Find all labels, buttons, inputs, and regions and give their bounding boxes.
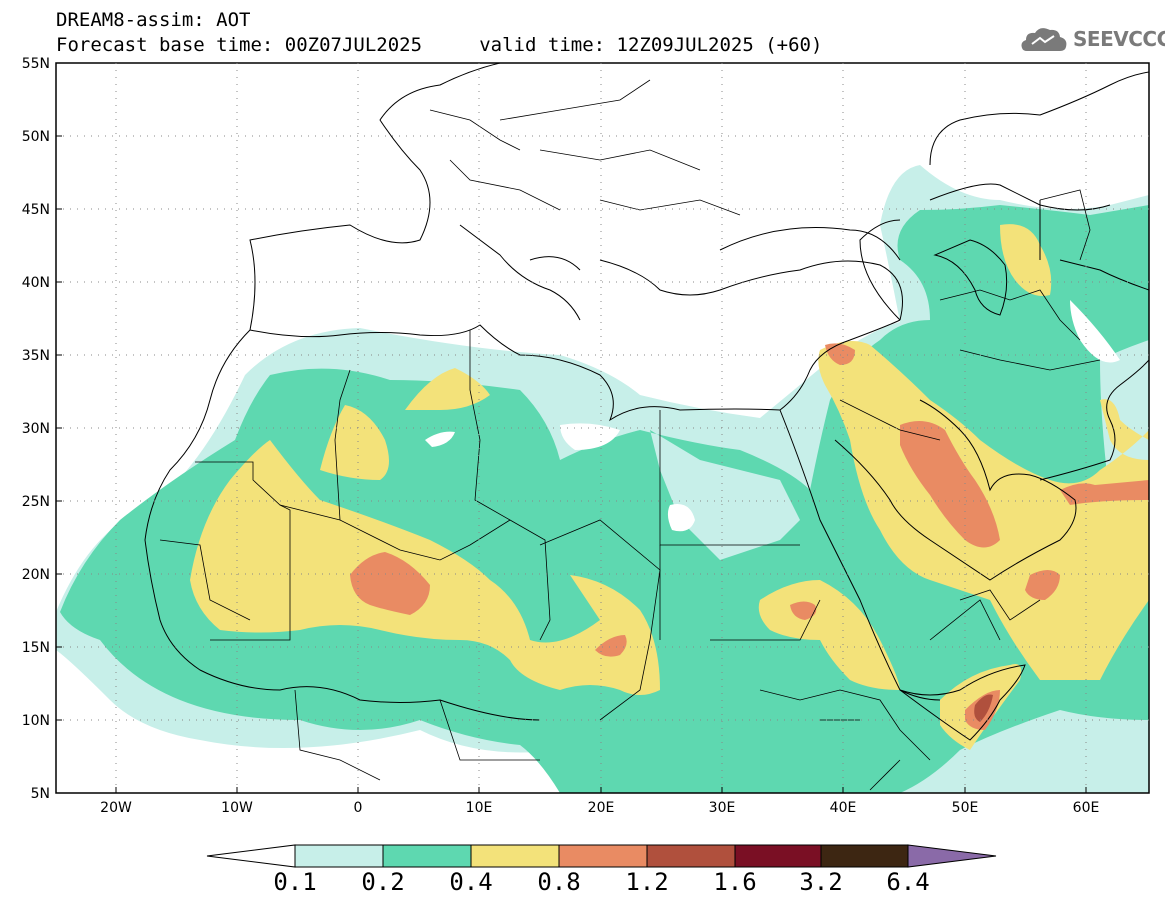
axis-ticks [56, 62, 1087, 793]
colorbar-label: 6.4 [886, 868, 930, 896]
lon-label: 10W [221, 800, 253, 816]
lon-label: 40E [830, 800, 857, 816]
lon-label: 20W [100, 800, 132, 816]
colorbar-label: 3.2 [799, 868, 843, 896]
aot-band-0.4 [190, 224, 1149, 750]
aot-field [56, 165, 1149, 793]
colorbar-swatch [734, 844, 822, 868]
lon-label: 30E [709, 800, 736, 816]
lat-labels: 55N 50N 45N 40N 35N 30N 25N 20N 15N 10N … [22, 56, 50, 802]
colorbar-swatch [646, 844, 736, 868]
lat-label: 10N [22, 713, 50, 729]
lat-label: 5N [31, 786, 50, 802]
colorbar-swatch [470, 844, 560, 868]
lat-label: 45N [22, 202, 50, 218]
lat-label: 30N [22, 421, 50, 437]
colorbar [206, 844, 997, 868]
lat-label: 40N [22, 275, 50, 291]
lon-label: 20E [588, 800, 615, 816]
coastlines [144, 63, 1149, 741]
colorbar-swatch [294, 844, 384, 868]
lat-label: 25N [22, 494, 50, 510]
colorbar-label: 0.1 [273, 868, 317, 896]
colorbar-label: 1.2 [625, 868, 669, 896]
colorbar-label: 0.8 [537, 868, 581, 896]
lat-label: 50N [22, 129, 50, 145]
lon-label: 10E [466, 800, 493, 816]
logo-text: SEEVCCC [1073, 27, 1165, 51]
aot-band-0.8 [350, 343, 1149, 730]
lon-label: 60E [1073, 800, 1100, 816]
colorbar-swatch [820, 844, 909, 868]
lat-label: 35N [22, 348, 50, 364]
lat-label: 55N [22, 56, 50, 72]
graticule [56, 63, 1149, 793]
colorbar-swatch [558, 844, 648, 868]
colorbar-over-arrow [907, 844, 997, 868]
map-title: DREAM8-assim: AOT [56, 9, 251, 31]
colorbar-under-arrow [206, 844, 296, 868]
country-borders [159, 79, 1101, 791]
lat-label: 15N [22, 640, 50, 656]
aot-band-1.2 [974, 694, 993, 722]
lon-label: 0 [354, 800, 363, 816]
colorbar-swatch [382, 844, 472, 868]
lon-labels: 20W 10W 0 10E 20E 30E 40E 50E 60E [100, 800, 1099, 816]
colorbar-label: 0.4 [449, 868, 493, 896]
lat-label: 20N [22, 567, 50, 583]
colorbar-label: 0.2 [361, 868, 405, 896]
cloud-icon [1021, 28, 1067, 51]
forecast-time-line: Forecast base time: 00Z07JUL2025 valid t… [56, 34, 823, 56]
lon-label: 50E [952, 800, 979, 816]
colorbar-label: 1.6 [713, 868, 757, 896]
